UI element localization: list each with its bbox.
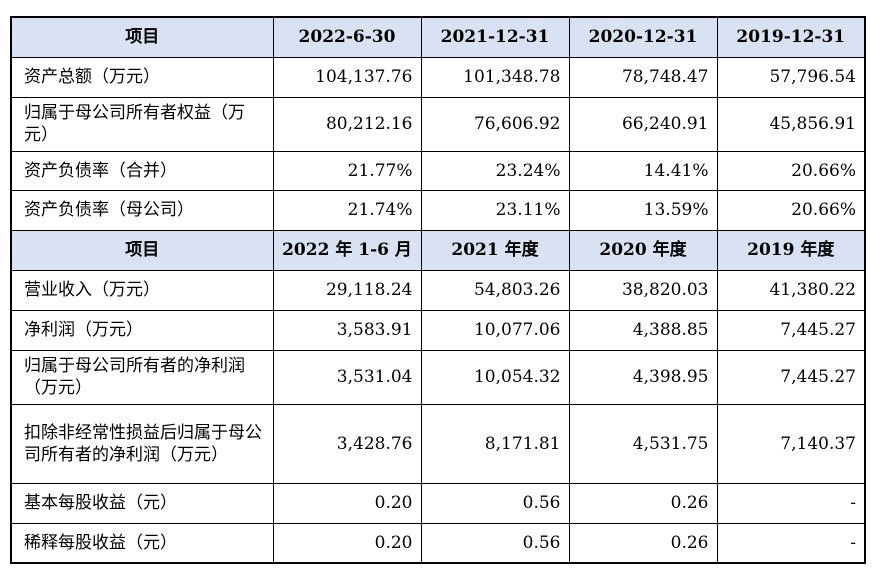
cell-value: 14.41%: [568, 150, 718, 191]
cell-value: 3,428.76: [272, 403, 422, 484]
header-col-4: 2019 年度: [716, 229, 866, 271]
cell-value: 7,445.27: [716, 309, 866, 351]
cell-value: 45,856.91: [716, 96, 866, 152]
header-col-3: 2020-12-31: [568, 16, 718, 58]
row-label: 归属于母公司所有者权益（万元）: [10, 96, 274, 152]
cell-value: 38,820.03: [568, 269, 718, 311]
cell-value: -: [716, 522, 866, 564]
header-col-1: 2022 年 1-6 月: [272, 229, 422, 271]
financial-indicators-table: 项目 2022-6-30 2021-12-31 2020-12-31 2019-…: [10, 16, 866, 564]
cell-value: 0.20: [272, 522, 422, 564]
table-row: 归属于母公司所有者的净利润（万元） 3,531.04 10,054.32 4,3…: [10, 349, 866, 405]
cell-value: 29,118.24: [272, 269, 422, 311]
cell-value: 20.66%: [716, 189, 866, 231]
cell-value: 0.56: [420, 522, 570, 564]
cell-value: 20.66%: [716, 150, 866, 191]
cell-value: 0.20: [272, 482, 422, 524]
row-label: 资产负债率（合并）: [10, 150, 274, 191]
row-label: 资产总额（万元）: [10, 56, 274, 98]
table-row: 资产总额（万元） 104,137.76 101,348.78 78,748.47…: [10, 56, 866, 98]
cell-value: 7,140.37: [716, 403, 866, 484]
table-row: 归属于母公司所有者权益（万元） 80,212.16 76,606.92 66,2…: [10, 96, 866, 152]
cell-value: 13.59%: [568, 189, 718, 231]
cell-value: 80,212.16: [272, 96, 422, 152]
cell-value: -: [716, 482, 866, 524]
row-label: 归属于母公司所有者的净利润（万元）: [10, 349, 274, 405]
cell-value: 23.11%: [420, 189, 570, 231]
row-label: 净利润（万元）: [10, 309, 274, 351]
cell-value: 0.56: [420, 482, 570, 524]
table-row: 净利润（万元） 3,583.91 10,077.06 4,388.85 7,44…: [10, 309, 866, 351]
cell-value: 101,348.78: [420, 56, 570, 98]
cell-value: 23.24%: [420, 150, 570, 191]
cell-value: 41,380.22: [716, 269, 866, 311]
table-row: 扣除非经常性损益后归属于母公司所有者的净利润（万元） 3,428.76 8,17…: [10, 403, 866, 484]
header-item: 项目: [10, 16, 274, 58]
cell-value: 21.77%: [272, 150, 422, 191]
header-col-4: 2019-12-31: [716, 16, 866, 58]
table-row: 资产负债率（合并） 21.77% 23.24% 14.41% 20.66%: [10, 150, 866, 191]
table-row: 营业收入（万元） 29,118.24 54,803.26 38,820.03 4…: [10, 269, 866, 311]
cell-value: 3,531.04: [272, 349, 422, 405]
cell-value: 78,748.47: [568, 56, 718, 98]
cell-value: 104,137.76: [272, 56, 422, 98]
cell-value: 3,583.91: [272, 309, 422, 351]
cell-value: 4,531.75: [568, 403, 718, 484]
cell-value: 8,171.81: [420, 403, 570, 484]
cell-value: 57,796.54: [716, 56, 866, 98]
cell-value: 54,803.26: [420, 269, 570, 311]
cell-value: 66,240.91: [568, 96, 718, 152]
cell-value: 7,445.27: [716, 349, 866, 405]
cell-value: 0.26: [568, 482, 718, 524]
header-row-income: 项目 2022 年 1-6 月 2021 年度 2020 年度 2019 年度: [10, 229, 866, 271]
row-label: 稀释每股收益（元）: [10, 522, 274, 564]
header-col-3: 2020 年度: [568, 229, 718, 271]
header-row-balance: 项目 2022-6-30 2021-12-31 2020-12-31 2019-…: [10, 16, 866, 58]
cell-value: 0.26: [568, 522, 718, 564]
header-item: 项目: [10, 229, 274, 271]
cell-value: 21.74%: [272, 189, 422, 231]
cell-value: 76,606.92: [420, 96, 570, 152]
financial-table-container: 项目 2022-6-30 2021-12-31 2020-12-31 2019-…: [10, 16, 866, 564]
table-row: 资产负债率（母公司） 21.74% 23.11% 13.59% 20.66%: [10, 189, 866, 231]
cell-value: 4,388.85: [568, 309, 718, 351]
table-row: 稀释每股收益（元） 0.20 0.56 0.26 -: [10, 522, 866, 564]
header-col-2: 2021-12-31: [420, 16, 570, 58]
cell-value: 10,077.06: [420, 309, 570, 351]
cell-value: 10,054.32: [420, 349, 570, 405]
row-label: 资产负债率（母公司）: [10, 189, 274, 231]
cell-value: 4,398.95: [568, 349, 718, 405]
row-label: 扣除非经常性损益后归属于母公司所有者的净利润（万元）: [10, 403, 274, 484]
header-col-2: 2021 年度: [420, 229, 570, 271]
table-row: 基本每股收益（元） 0.20 0.56 0.26 -: [10, 482, 866, 524]
row-label: 基本每股收益（元）: [10, 482, 274, 524]
header-col-1: 2022-6-30: [272, 16, 422, 58]
row-label: 营业收入（万元）: [10, 269, 274, 311]
